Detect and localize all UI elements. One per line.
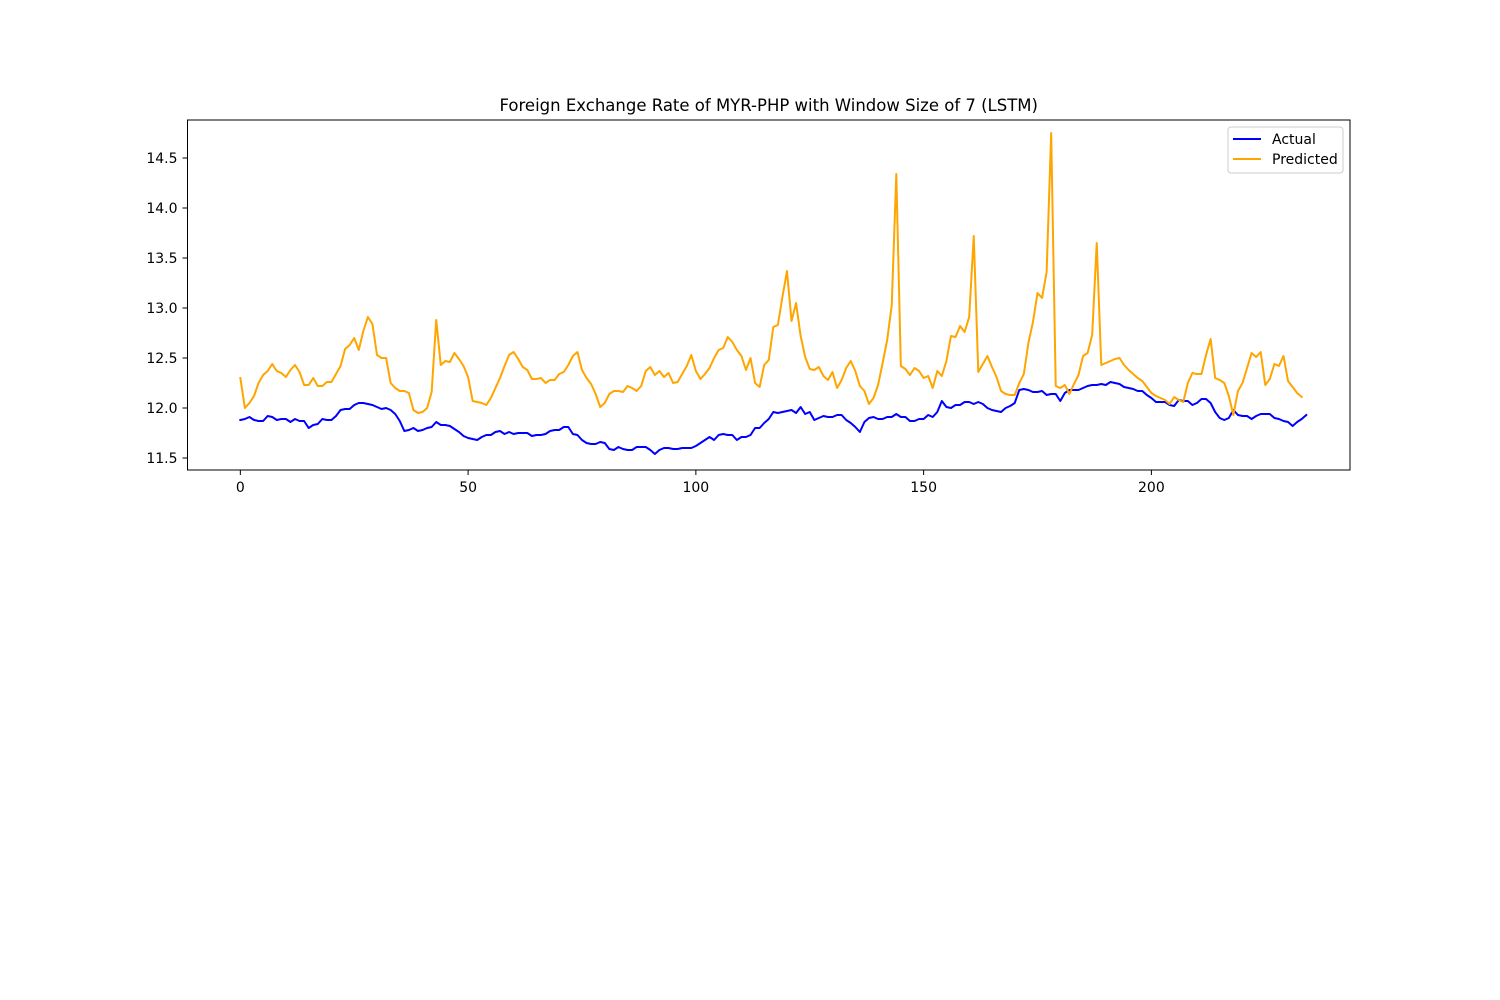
y-tick-label: 11.5 bbox=[146, 451, 177, 467]
x-tick-label: 50 bbox=[459, 480, 477, 496]
y-tick-label: 14.5 bbox=[146, 151, 177, 167]
x-tick-label: 200 bbox=[1138, 480, 1165, 496]
y-tick-label: 12.0 bbox=[146, 401, 177, 417]
series-layer bbox=[239, 132, 1308, 455]
y-axis: 11.5 12.0 12.5 13.0 13.5 14.0 14.5 bbox=[146, 151, 188, 467]
legend-label-actual: Actual bbox=[1272, 132, 1316, 148]
y-tick-label: 14.0 bbox=[146, 201, 177, 217]
series-line-predicted bbox=[239, 132, 1304, 416]
x-tick-label: 0 bbox=[236, 480, 245, 496]
plot-frame bbox=[187, 119, 1351, 471]
x-axis: 0 50 100 150 200 bbox=[236, 470, 1165, 496]
legend-label-predicted: Predicted bbox=[1272, 152, 1338, 168]
legend: Actual Predicted bbox=[1227, 126, 1344, 174]
series-line-actual bbox=[239, 381, 1308, 455]
x-tick-label: 100 bbox=[682, 480, 709, 496]
chart-title: Foreign Exchange Rate of MYR-PHP with Wi… bbox=[500, 96, 1038, 115]
y-tick-label: 13.5 bbox=[146, 251, 177, 267]
y-tick-label: 13.0 bbox=[146, 301, 177, 317]
y-tick-label: 12.5 bbox=[146, 351, 177, 367]
x-tick-label: 150 bbox=[910, 480, 937, 496]
